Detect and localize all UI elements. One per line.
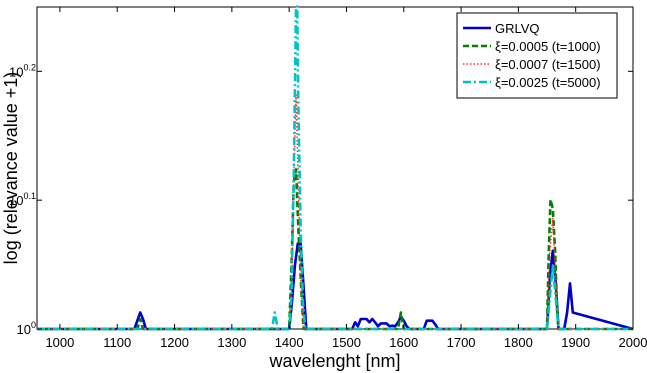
x-tick-label: 1800	[504, 335, 533, 350]
series-layer	[37, 5, 634, 331]
x-tick-label: 1700	[447, 335, 476, 350]
legend-label-4: ξ=0.0025 (t=5000)	[495, 75, 601, 90]
x-axis-ticks: 1000 1100 1200 1300 1400 1500 1600 1700 1800 1900…	[45, 7, 647, 350]
x-tick-label: 1500	[332, 335, 361, 350]
y-axis-ticks: 100 100.1 100.2	[9, 62, 633, 337]
x-tick-label: 2000	[619, 335, 647, 350]
x-tick-label: 1600	[389, 335, 418, 350]
y-axis-label: log (relevance value +1)	[1, 72, 21, 265]
y-tick-label: 100	[17, 320, 36, 337]
x-tick-label: 1900	[561, 335, 590, 350]
x-tick-label: 1000	[45, 335, 74, 350]
y-tick-label: 100.2	[9, 62, 36, 79]
series-line-1	[37, 242, 634, 331]
x-tick-label: 1200	[160, 335, 189, 350]
legend: GRLVQ ξ=0.0005 (t=1000) ξ=0.0007 (t=1500) ξ…	[456, 12, 618, 99]
legend-label-1: GRLVQ	[495, 21, 540, 36]
x-axis-label: wavelenght [nm]	[268, 351, 400, 371]
x-tick-label: 1300	[217, 335, 246, 350]
series-line-4	[37, 5, 633, 331]
legend-label-3: ξ=0.0007 (t=1500)	[495, 57, 601, 72]
y-tick-label: 100.1	[9, 191, 36, 208]
x-tick-label: 1100	[103, 335, 131, 350]
legend-label-2: ξ=0.0005 (t=1000)	[495, 39, 601, 54]
x-tick-label: 1400	[275, 335, 304, 350]
